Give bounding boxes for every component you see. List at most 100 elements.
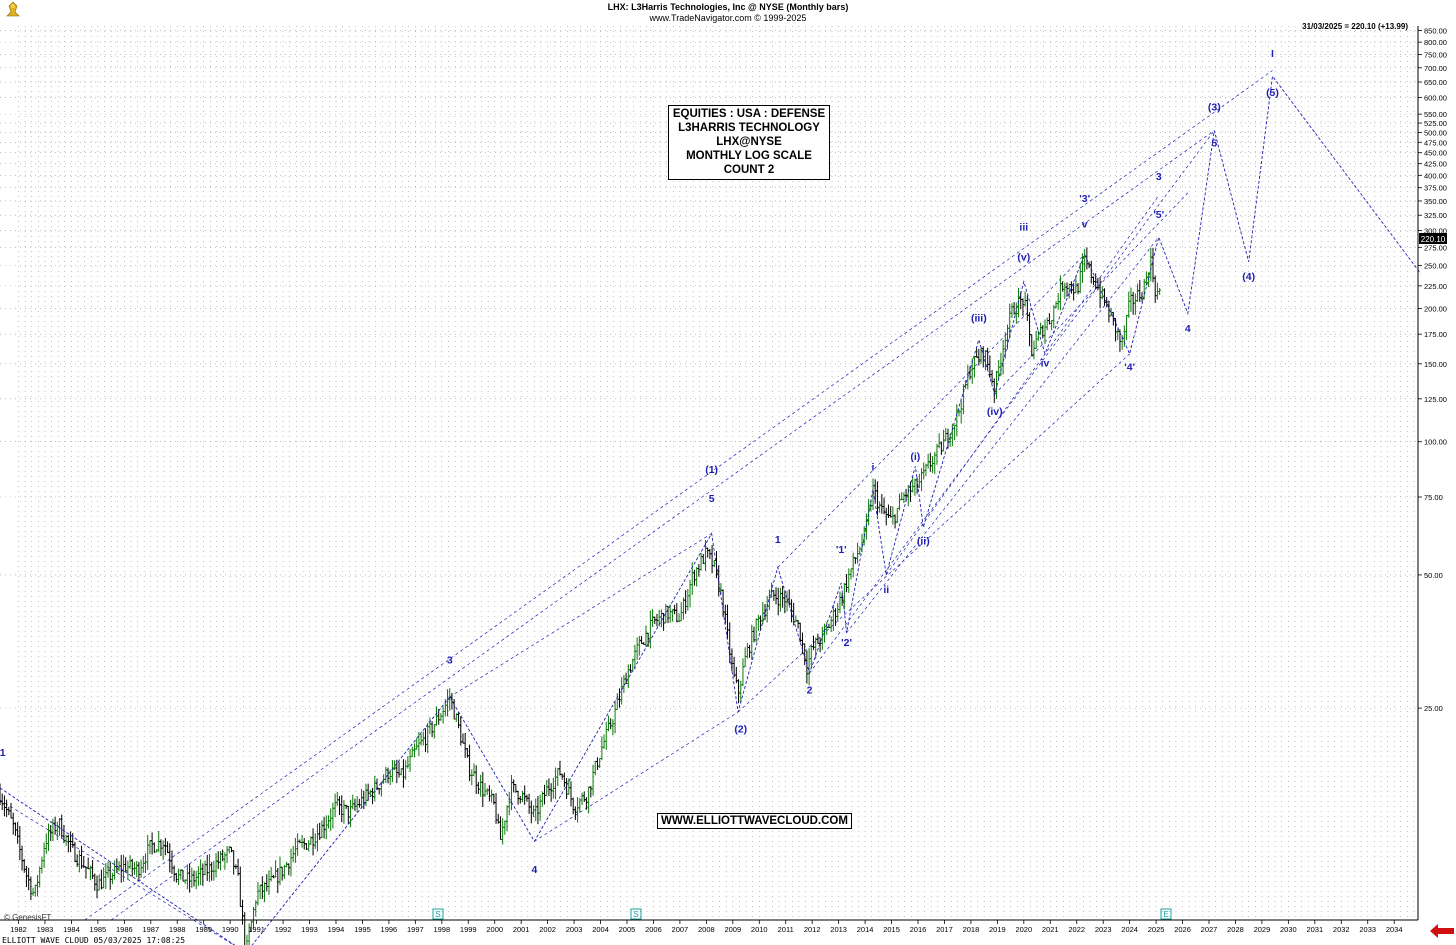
x-tick-label: 1985 bbox=[90, 925, 107, 934]
info-line-count: COUNT 2 bbox=[723, 164, 775, 176]
x-tick-label: 2018 bbox=[963, 925, 980, 934]
y-tick-label: 200.00 bbox=[1424, 305, 1447, 314]
wave-label: 4 bbox=[1185, 323, 1191, 335]
channel-line bbox=[777, 254, 1085, 568]
x-tick-label: 1984 bbox=[63, 925, 80, 934]
x-tick-label: 2029 bbox=[1254, 925, 1271, 934]
teal-marker-2005: S bbox=[630, 908, 642, 920]
x-tick-label: 2012 bbox=[804, 925, 821, 934]
wave-label: 3 bbox=[1156, 171, 1162, 183]
info-box: EQUITIES : USA : DEFENSE L3HARRIS TECHNO… bbox=[668, 105, 830, 180]
y-tick-label: 525.00 bbox=[1424, 119, 1447, 128]
y-tick-label: 400.00 bbox=[1424, 171, 1447, 180]
wave-label: i bbox=[872, 462, 875, 474]
teal-marker-2025: E bbox=[1160, 908, 1172, 920]
info-line-scale: MONTHLY LOG SCALE bbox=[686, 150, 812, 162]
channel-line bbox=[994, 192, 1189, 395]
wave-label: v bbox=[1082, 218, 1088, 230]
x-tick-label: 2000 bbox=[486, 925, 503, 934]
x-tick-label: 2022 bbox=[1068, 925, 1085, 934]
wave-label: (iv) bbox=[987, 406, 1003, 418]
x-tick-label: 2014 bbox=[857, 925, 874, 934]
wave-label: 4 bbox=[531, 864, 537, 876]
x-tick-label: 2007 bbox=[672, 925, 689, 934]
wave-labels: 12345(1)(2)12'1''2'iii(i)(ii)(iii)(iv)(v… bbox=[0, 48, 1279, 876]
last-price-tag: 220.10 bbox=[1419, 233, 1447, 244]
channel-line bbox=[534, 711, 739, 842]
x-tick-label: 2032 bbox=[1333, 925, 1350, 934]
info-line-ticker: LHX@NYSE bbox=[716, 136, 782, 148]
y-tick-label: 25.00 bbox=[1424, 704, 1443, 713]
genesis-copyright: © GenesisFT bbox=[4, 913, 52, 922]
y-tick-label: 750.00 bbox=[1424, 51, 1447, 60]
scroll-left-arrow-icon[interactable] bbox=[1430, 924, 1454, 938]
channel-line bbox=[846, 236, 1160, 633]
y-tick-label: 850.00 bbox=[1424, 26, 1447, 35]
svg-text:S: S bbox=[435, 910, 440, 919]
y-tick-label: 250.00 bbox=[1424, 262, 1447, 271]
x-tick-label: 2016 bbox=[910, 925, 927, 934]
x-tick-label: 1993 bbox=[301, 925, 318, 934]
x-tick-label: 2011 bbox=[778, 925, 794, 934]
y-tick-label: 475.00 bbox=[1424, 138, 1447, 147]
wave-label: 2 bbox=[807, 684, 813, 696]
wave-label: '3' bbox=[1079, 193, 1090, 205]
x-tick-label: 2001 bbox=[513, 925, 530, 934]
x-axis: 1982 1983 1984 1985 1986 1987 1988 1989 1990 1991… bbox=[0, 919, 1418, 934]
channel-line bbox=[809, 130, 1215, 674]
y-tick-label: 450.00 bbox=[1424, 149, 1447, 158]
wave-label: iii bbox=[1019, 222, 1028, 234]
svg-text:E: E bbox=[1163, 910, 1168, 919]
x-tick-label: 2023 bbox=[1095, 925, 1112, 934]
y-tick-label: 125.00 bbox=[1424, 395, 1447, 404]
x-tick-label: 2013 bbox=[830, 925, 847, 934]
wave-label: 5 bbox=[709, 493, 715, 505]
vertical-gridlines bbox=[18, 26, 1415, 920]
x-tick-label: 2019 bbox=[989, 925, 1006, 934]
x-tick-label: 1982 bbox=[10, 925, 27, 934]
x-tick-label: 2021 bbox=[1042, 925, 1059, 934]
wave-label: (iii) bbox=[971, 312, 987, 324]
wave-label: '5' bbox=[1153, 209, 1164, 221]
y-tick-label: 425.00 bbox=[1424, 160, 1447, 169]
y-tick-label: 175.00 bbox=[1424, 330, 1447, 339]
x-tick-label: 1987 bbox=[142, 925, 159, 934]
last-price-tag-text: 220.10 bbox=[1421, 235, 1446, 244]
footer-timestamp: ELLIOTT WAVE CLOUD 05/03/2025 17:08:25 bbox=[2, 936, 186, 945]
wave-label: I bbox=[1271, 48, 1274, 60]
price-bars bbox=[0, 247, 1162, 945]
wave-label: 1 bbox=[775, 534, 781, 546]
info-line-company: L3HARRIS TECHNOLOGY bbox=[678, 122, 820, 134]
x-tick-label: 1997 bbox=[407, 925, 424, 934]
x-tick-label: 1998 bbox=[433, 925, 450, 934]
wave-label: '2' bbox=[841, 637, 852, 649]
wave-label: iv bbox=[1041, 357, 1050, 369]
x-tick-label: 2028 bbox=[1227, 925, 1244, 934]
wave-label: (5) bbox=[1266, 87, 1279, 99]
x-tick-label: 1988 bbox=[169, 925, 186, 934]
x-tick-label: 1991 bbox=[248, 925, 265, 934]
wave-label: (2) bbox=[734, 724, 747, 736]
x-tick-label: 1990 bbox=[222, 925, 239, 934]
x-tick-label: 1996 bbox=[381, 925, 398, 934]
y-tick-label: 350.00 bbox=[1424, 197, 1447, 206]
y-tick-label: 325.00 bbox=[1424, 211, 1447, 220]
x-tick-label: 2010 bbox=[751, 925, 768, 934]
x-tick-label: 2017 bbox=[936, 925, 953, 934]
x-tick-label: 2026 bbox=[1174, 925, 1191, 934]
y-tick-label: 800.00 bbox=[1424, 38, 1447, 47]
x-tick-label: 2033 bbox=[1359, 925, 1376, 934]
y-tick-label: 225.00 bbox=[1424, 282, 1447, 291]
wave-label: (4) bbox=[1242, 271, 1255, 283]
x-tick-label: 1983 bbox=[37, 925, 54, 934]
wave-label: (ii) bbox=[917, 536, 930, 548]
y-tick-label: 75.00 bbox=[1424, 493, 1443, 502]
x-tick-label: 2031 bbox=[1306, 925, 1323, 934]
x-tick-label: 2015 bbox=[883, 925, 900, 934]
wave-label: 1 bbox=[0, 747, 6, 759]
channel-line bbox=[737, 353, 1130, 713]
channel-line bbox=[84, 70, 1273, 921]
x-tick-label: 1992 bbox=[275, 925, 292, 934]
wave-label: (v) bbox=[1017, 251, 1030, 263]
